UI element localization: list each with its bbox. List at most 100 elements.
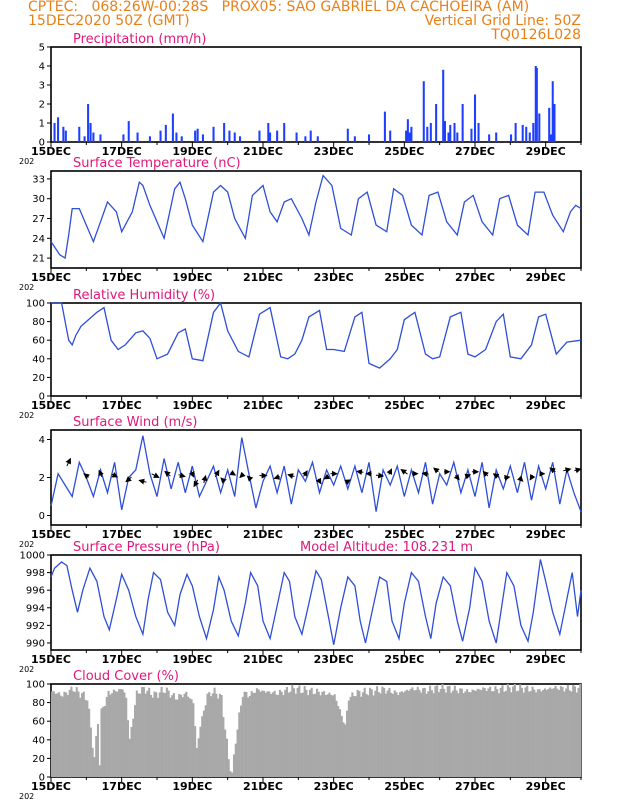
- cloud-cover-column: [414, 689, 417, 777]
- cloud-cover-column: [298, 685, 301, 777]
- y-tick-label: 0: [39, 773, 45, 784]
- cloud-cover-column: [72, 691, 75, 777]
- cloud-cover-column: [460, 688, 463, 777]
- cloud-cover-column: [513, 684, 516, 777]
- cloud-cover-column: [452, 690, 455, 777]
- panel-frame: [50, 46, 582, 143]
- wind-arrow: [301, 470, 308, 477]
- wind-arrow: [220, 477, 227, 484]
- cloud-cover-column: [305, 689, 308, 777]
- cloud-cover-column: [547, 688, 550, 777]
- precip-bar: [553, 104, 556, 142]
- x-tick-label: 27DEC: [455, 145, 495, 158]
- cloud-cover-column: [132, 718, 135, 777]
- cloud-cover-column: [93, 757, 96, 777]
- cloud-cover-column: [501, 685, 504, 777]
- wind-arrow: [125, 476, 132, 483]
- y-tick-label: 60: [32, 717, 45, 728]
- cloud-cover-column: [257, 689, 260, 777]
- cloud-cover-column: [174, 699, 177, 777]
- cloud-cover-column: [169, 697, 172, 777]
- cloud-cover-column: [119, 689, 122, 777]
- cloud-cover-column: [301, 692, 304, 777]
- cloud-cover-column: [572, 684, 575, 777]
- y-tick-label: 5: [39, 43, 45, 54]
- cloud-cover-column: [185, 691, 188, 777]
- precip-bar: [538, 113, 541, 142]
- cloud-cover-column: [503, 691, 506, 777]
- precip-bar: [521, 124, 524, 142]
- cloud-cover-column: [215, 693, 218, 777]
- x-tick-label: 21DEC: [243, 145, 283, 158]
- cloud-cover-column: [558, 690, 561, 777]
- x-tick-label: 23DEC: [314, 780, 354, 793]
- y-tick-label: 996: [26, 586, 45, 597]
- cloud-cover-column: [333, 694, 336, 777]
- cloud-cover-column: [222, 717, 225, 777]
- cloud-cover-column: [144, 693, 147, 777]
- x-tick-label: 15DEC: [31, 528, 71, 541]
- series-line-pressure: [50, 559, 582, 645]
- y-tick-label: 994: [26, 603, 45, 614]
- cloud-cover-column: [496, 689, 499, 777]
- wind-arrow: [246, 475, 254, 482]
- precip-bar: [456, 132, 459, 142]
- cloud-cover-column: [268, 691, 271, 777]
- cloud-cover-column: [125, 697, 128, 777]
- x-tick-label: 17DEC: [102, 780, 142, 793]
- x-tick-label: 21DEC: [243, 780, 283, 793]
- cloud-cover-column: [370, 689, 373, 777]
- cloud-cover-column: [210, 696, 213, 777]
- precip-bar: [83, 136, 86, 142]
- wind-arrow: [229, 469, 237, 476]
- cloud-cover-column: [466, 689, 469, 777]
- cloud-cover-column: [111, 693, 114, 777]
- cloud-cover-column: [211, 693, 214, 777]
- cloud-cover-column: [176, 699, 179, 777]
- cloud-cover-column: [308, 689, 311, 777]
- precip-bar: [233, 132, 236, 142]
- cloud-cover-column: [573, 686, 576, 777]
- precip-bar: [159, 130, 162, 142]
- x-tick-label: 23DEC: [314, 653, 354, 666]
- precip-bar: [405, 130, 408, 142]
- cloud-cover-column: [303, 686, 306, 777]
- cloud-cover-column: [517, 690, 520, 777]
- precip-bar: [534, 66, 537, 142]
- cloud-cover-column: [70, 686, 73, 777]
- cloud-cover-column: [490, 691, 493, 777]
- precip-bar: [148, 136, 151, 142]
- cloud-cover-column: [126, 720, 130, 777]
- precip-bar: [136, 132, 139, 142]
- cloud-cover-column: [224, 729, 227, 777]
- wind-arrow: [504, 474, 511, 481]
- cloud-cover-column: [349, 696, 352, 777]
- y-tick-label: 40: [32, 354, 45, 365]
- wind-arrow: [344, 479, 351, 486]
- cloud-cover-column: [457, 693, 460, 777]
- precip-bar: [353, 136, 356, 142]
- precip-bar: [57, 117, 60, 142]
- cloud-cover-column: [437, 692, 440, 777]
- cloud-cover-column: [379, 693, 382, 777]
- cloud-cover-column: [549, 687, 552, 777]
- precip-bar: [532, 123, 535, 142]
- wind-arrow: [549, 467, 556, 474]
- cloud-cover-column: [51, 691, 54, 777]
- cloud-cover-column: [105, 696, 108, 777]
- cloud-cover-column: [563, 691, 566, 777]
- cloud-cover-column: [446, 686, 449, 777]
- cloud-cover-column: [271, 692, 274, 777]
- cloud-cover-column: [218, 693, 221, 777]
- y-tick-label: 1: [39, 119, 45, 130]
- wind-arrow: [574, 467, 582, 474]
- precip-bar: [62, 126, 65, 142]
- cloud-cover-column: [231, 772, 234, 777]
- cloud-cover-column: [107, 690, 110, 777]
- precip-bar: [408, 132, 411, 142]
- cloud-cover-column: [353, 696, 356, 777]
- wind-arrow: [98, 469, 104, 478]
- cloud-cover-column: [455, 690, 458, 777]
- wind-arrow: [201, 474, 208, 484]
